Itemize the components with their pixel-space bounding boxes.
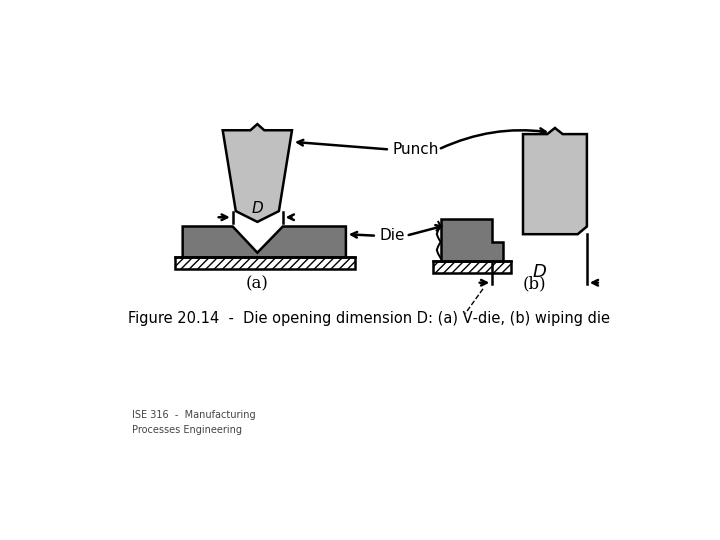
Text: ISE 316  -  Manufacturing
Processes Engineering: ISE 316 - Manufacturing Processes Engine…	[132, 410, 256, 435]
Bar	[175, 257, 355, 269]
Text: $D$: $D$	[532, 263, 547, 281]
Polygon shape	[523, 128, 587, 234]
Polygon shape	[183, 226, 346, 257]
Text: Figure 20.14  -  Die opening dimension D: (a) V‐die, (b) wiping die: Figure 20.14 - Die opening dimension D: …	[128, 312, 610, 326]
Text: $D$: $D$	[251, 200, 264, 217]
Polygon shape	[441, 219, 503, 261]
Polygon shape	[222, 124, 292, 222]
Bar	[433, 261, 511, 273]
Text: (b): (b)	[523, 276, 546, 293]
Text: Die: Die	[379, 228, 405, 243]
Text: Punch: Punch	[392, 142, 438, 157]
Text: (a): (a)	[246, 276, 269, 293]
